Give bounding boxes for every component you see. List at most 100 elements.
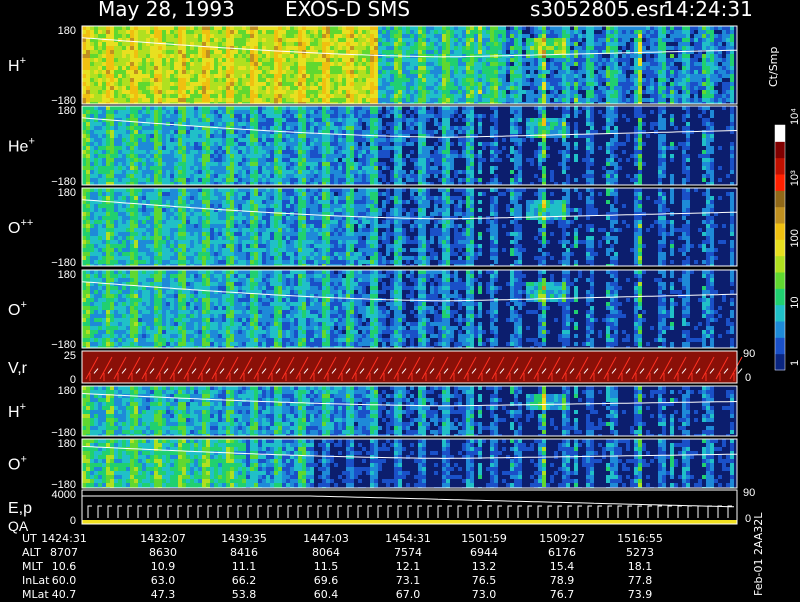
colorbar-tick-label: 10 bbox=[789, 297, 800, 309]
footer-cell: 1424:31 bbox=[41, 532, 87, 545]
panel-right-top-label: 90 bbox=[743, 348, 755, 360]
colorbar-segment bbox=[775, 158, 785, 175]
footer-cell: 76.5 bbox=[472, 574, 497, 587]
panel-ymax-label: 180 bbox=[58, 385, 76, 397]
panel-7 bbox=[82, 490, 737, 524]
footer-cell: 8707 bbox=[50, 546, 78, 559]
footer-cell: 6176 bbox=[548, 546, 576, 559]
footer-cell: 47.3 bbox=[151, 588, 176, 601]
panel-species-label: E,p bbox=[8, 500, 32, 517]
footer-cell: 1501:59 bbox=[461, 532, 507, 545]
colorbar-segment bbox=[775, 256, 785, 273]
panel-ymax-label: 180 bbox=[58, 25, 76, 37]
panel-ymin-label: 0 bbox=[70, 515, 76, 527]
footer-cell: 73.9 bbox=[628, 588, 653, 601]
panel-ymax-label: 180 bbox=[58, 187, 76, 199]
panel-ymin-label: −180 bbox=[51, 257, 76, 269]
footer-cell: 1454:31 bbox=[385, 532, 431, 545]
panel-species-label: O+ bbox=[8, 454, 27, 474]
panel-species-label: V,r bbox=[8, 360, 28, 377]
panel-species-label: H+ bbox=[8, 401, 26, 421]
panel-ymax-label: 180 bbox=[58, 269, 76, 281]
footer-cell: 60.4 bbox=[314, 588, 339, 601]
footer-cell: 77.8 bbox=[628, 574, 653, 587]
footer-cell: 60.0 bbox=[52, 574, 77, 587]
footer-cell: 5273 bbox=[626, 546, 654, 559]
footer-row-label: ALT bbox=[22, 546, 41, 559]
panel-1 bbox=[82, 106, 737, 185]
footer-cell: 7574 bbox=[394, 546, 422, 559]
colorbar-segment bbox=[775, 141, 785, 158]
footer-cell: 53.8 bbox=[232, 588, 257, 601]
footer-cell: 8064 bbox=[312, 546, 340, 559]
footer-row-label: MLT bbox=[22, 560, 43, 573]
footer-row-label: UT bbox=[22, 532, 37, 545]
colorbar-segment bbox=[775, 174, 785, 191]
panel-species-label: H+ bbox=[8, 55, 26, 75]
colorbar-segment bbox=[775, 337, 785, 354]
footer-cell: 12.1 bbox=[396, 560, 421, 573]
colorbar-segment bbox=[775, 288, 785, 305]
panel-2 bbox=[82, 188, 737, 266]
footer-cell: 76.7 bbox=[550, 588, 575, 601]
panel-background bbox=[82, 490, 737, 524]
footer-cell: 1447:03 bbox=[303, 532, 349, 545]
panel-right-top-label: 90 bbox=[743, 487, 755, 499]
panel-4 bbox=[82, 351, 742, 383]
footer-cell: 10.6 bbox=[52, 560, 77, 573]
footer-cell: 8630 bbox=[149, 546, 177, 559]
footer-cell: 11.5 bbox=[314, 560, 339, 573]
panel-ymax-label: 180 bbox=[58, 438, 76, 450]
colorbar-segment bbox=[775, 321, 785, 338]
colorbar-segment bbox=[775, 272, 785, 289]
footer-cell: 6944 bbox=[470, 546, 498, 559]
footer-id: Feb-01 2AA32L bbox=[752, 513, 765, 596]
colorbar-segment bbox=[775, 190, 785, 207]
panel-right-bottom-label: 0 bbox=[745, 372, 751, 384]
panel-species-label: He+ bbox=[8, 136, 35, 156]
colorbar-segment bbox=[775, 305, 785, 322]
footer-cell: 73.0 bbox=[472, 588, 497, 601]
footer-cell: 11.1 bbox=[232, 560, 257, 573]
panel-species-label: O++ bbox=[8, 217, 33, 237]
footer-cell: 63.0 bbox=[151, 574, 176, 587]
panel-ymax-label: 4000 bbox=[52, 489, 76, 501]
colorbar-segment bbox=[775, 239, 785, 256]
footer-cell: 67.0 bbox=[396, 588, 421, 601]
footer-cell: 1516:55 bbox=[617, 532, 663, 545]
colorbar-tick-label: 1 bbox=[789, 360, 800, 366]
footer-cell: 18.1 bbox=[628, 560, 653, 573]
panel-5 bbox=[82, 386, 737, 436]
footer-cell: 10.9 bbox=[151, 560, 176, 573]
panel-ymax-label: 25 bbox=[64, 350, 76, 362]
footer-cell: 1432:07 bbox=[140, 532, 186, 545]
panel-6 bbox=[82, 439, 737, 488]
colorbar-segment bbox=[775, 125, 785, 142]
panel-ymax-label: 180 bbox=[58, 105, 76, 117]
panel-species-label: O+ bbox=[8, 299, 27, 319]
colorbar-segment bbox=[775, 223, 785, 240]
footer-row-label: InLat bbox=[22, 574, 49, 587]
colorbar-tick-label: 10⁴ bbox=[789, 108, 800, 125]
panel-right-bottom-label: 0 bbox=[745, 513, 751, 525]
footer-cell: 8416 bbox=[230, 546, 258, 559]
footer-cell: 13.2 bbox=[472, 560, 497, 573]
footer-cell: 69.6 bbox=[314, 574, 339, 587]
qa-bar bbox=[82, 520, 737, 524]
footer-cell: 66.2 bbox=[232, 574, 257, 587]
footer-cell: 78.9 bbox=[550, 574, 575, 587]
footer-cell: 40.7 bbox=[52, 588, 77, 601]
footer-cell: 1439:35 bbox=[221, 532, 267, 545]
colorbar-segment bbox=[775, 354, 785, 371]
footer-row-label: MLat bbox=[22, 588, 49, 601]
panel-3 bbox=[82, 270, 737, 348]
colorbar-segment bbox=[775, 207, 785, 224]
colorbar-tick-label: 100 bbox=[789, 229, 800, 247]
colorbar-unit: Ct/Smp bbox=[767, 47, 780, 87]
footer-cell: 15.4 bbox=[550, 560, 575, 573]
footer-cell: 1509:27 bbox=[539, 532, 585, 545]
colorbar-tick-label: 10³ bbox=[789, 170, 800, 186]
panel-0 bbox=[82, 26, 737, 104]
footer-cell: 73.1 bbox=[396, 574, 421, 587]
